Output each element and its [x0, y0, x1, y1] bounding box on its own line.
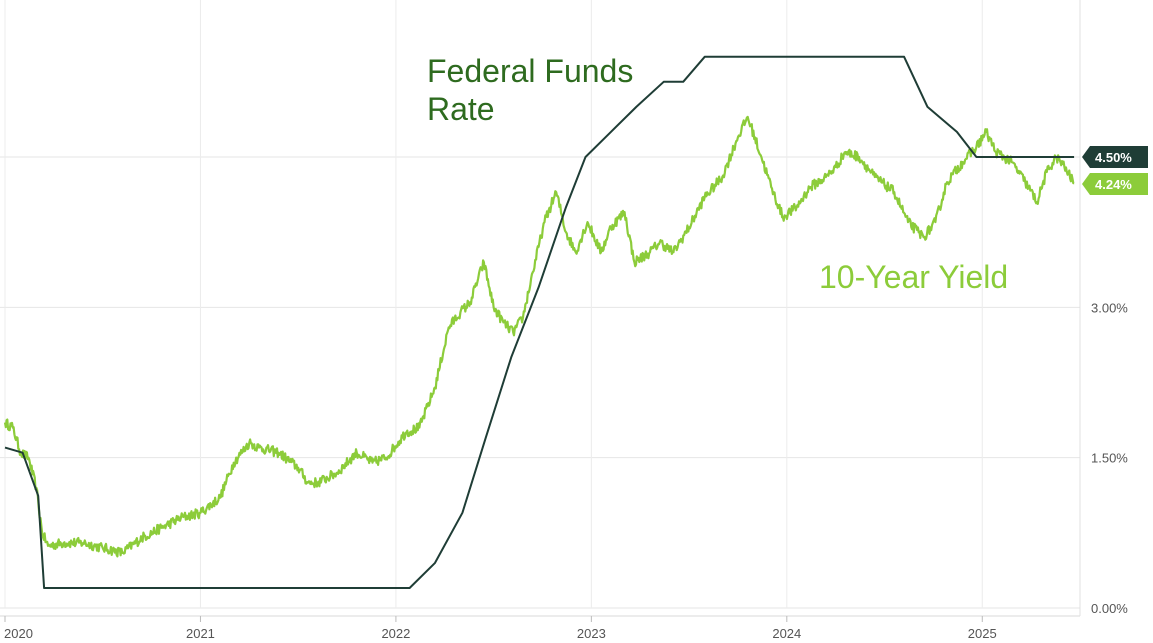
series-line-10-year-yield	[3, 115, 1075, 558]
end-tag-10-year-yield: 4.24%	[1082, 173, 1148, 195]
series-layer	[3, 55, 1075, 589]
end-tag-shape	[1082, 173, 1148, 195]
series-line-federal-funds-rate	[4, 55, 1075, 589]
y-tick-label-1-50: 1.50%	[1091, 451, 1128, 466]
series-label-federal-funds-rate: Federal Funds Rate	[427, 53, 633, 127]
end-tag-shape	[1082, 146, 1148, 168]
end-tag-value: 4.50%	[1095, 150, 1132, 165]
x-tick-label-2023: 2023	[577, 626, 606, 641]
y-axis: 0.00%1.50%3.00%4.50%	[1091, 150, 1128, 616]
x-tick-label-2025: 2025	[968, 626, 997, 641]
end-value-tags: 4.50% 4.24%	[1082, 146, 1148, 195]
y-tick-label-0-00: 0.00%	[1091, 601, 1128, 616]
end-tag-value: 4.24%	[1095, 177, 1132, 192]
series-labels: Federal Funds Rate 10-Year Yield	[427, 53, 1008, 295]
x-tick-label-2024: 2024	[772, 626, 801, 641]
series-label-line: Rate	[427, 91, 495, 127]
series-label-line: Federal Funds	[427, 53, 633, 89]
x-axis: 2020 2021 2022 2023 2024 2025	[4, 616, 997, 641]
end-tag-federal-funds-rate: 4.50%	[1082, 146, 1148, 168]
y-tick-label-3-00: 3.00%	[1091, 300, 1128, 315]
chart-grid	[0, 0, 1081, 617]
x-tick-label-2020: 2020	[4, 626, 33, 641]
x-tick-label-2021: 2021	[186, 626, 215, 641]
series-label-10-year-yield: 10-Year Yield	[819, 259, 1008, 295]
x-tick-label-2022: 2022	[381, 626, 410, 641]
series-label-line: 10-Year Yield	[819, 259, 1008, 295]
